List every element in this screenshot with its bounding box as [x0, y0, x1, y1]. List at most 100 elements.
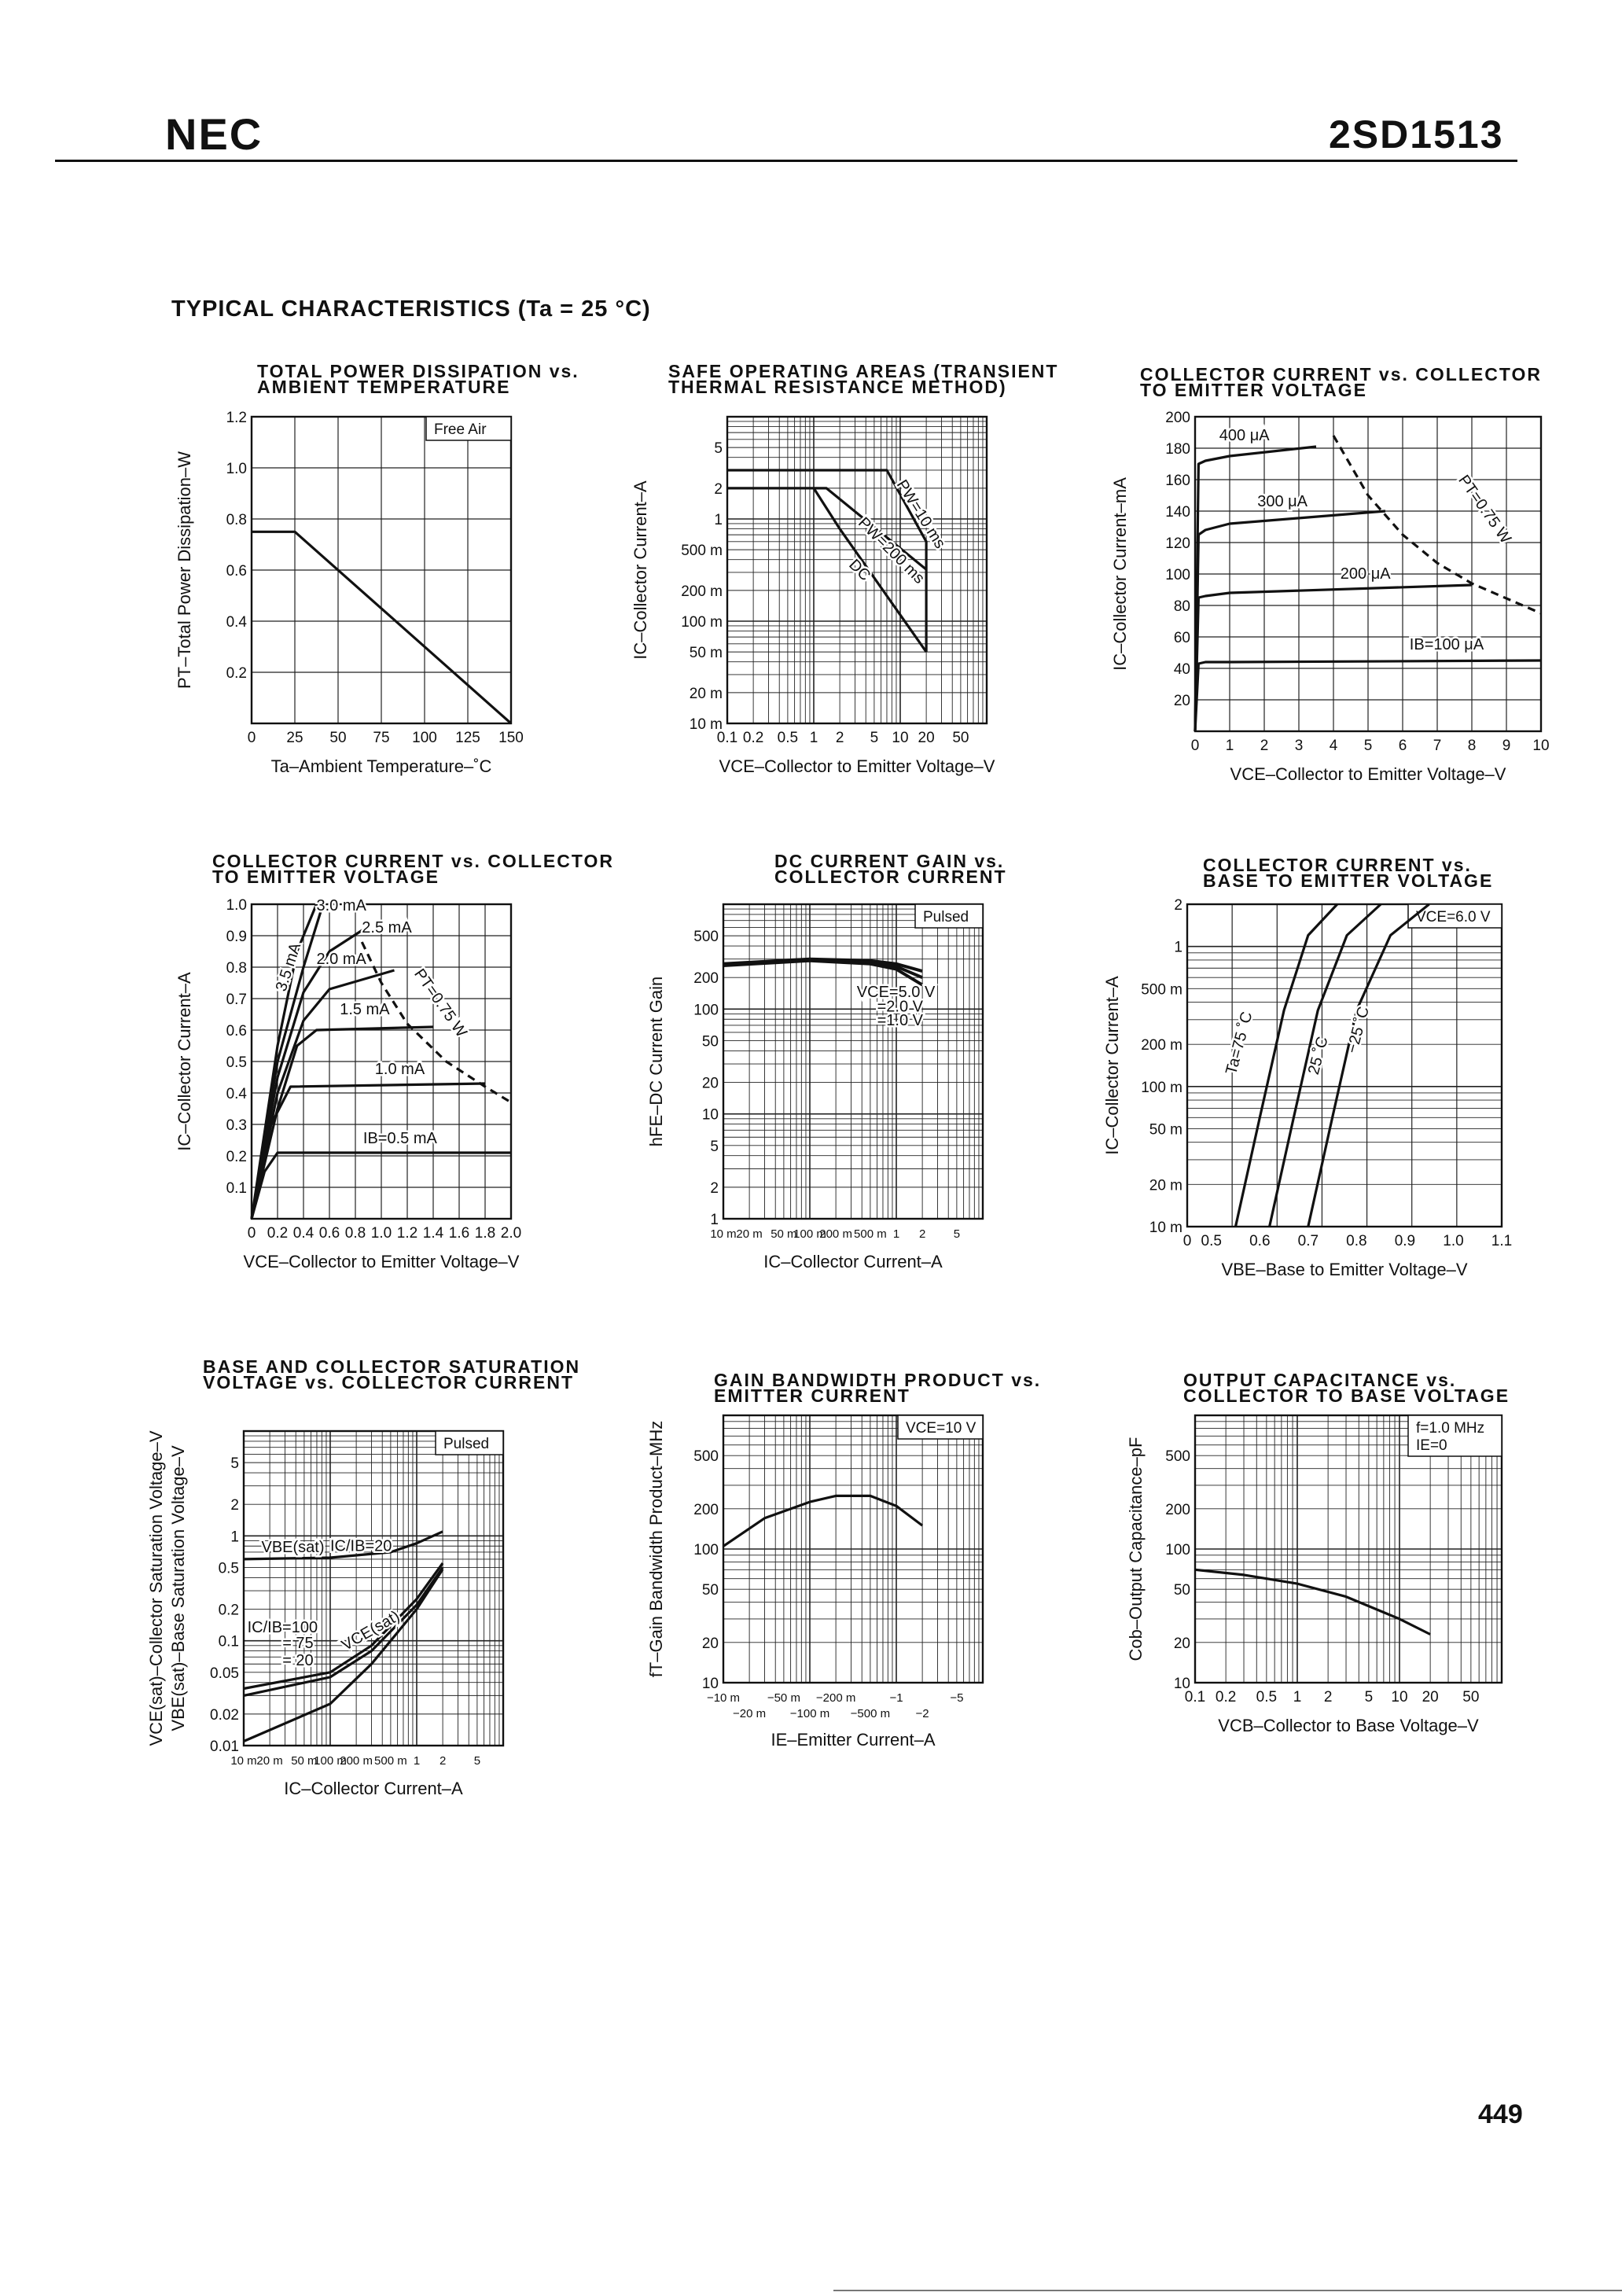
x-tick-label: 5 — [870, 730, 879, 746]
x-tick-label: 2 — [1324, 1689, 1333, 1705]
y-tick-label: 200 m — [681, 583, 723, 600]
y-tick-label: 2 — [710, 1180, 719, 1197]
x-axis-title: Ta–Ambient Temperature–˚C — [271, 756, 492, 776]
curve-label: 1.0 mA — [375, 1061, 425, 1078]
x-tick-labels: 0.1 0.2 0.5 1 2 5 10 20 50 — [1185, 1689, 1480, 1705]
x-tick-label: 500 m — [374, 1754, 407, 1768]
x-axis-title: VCE–Collector to Emitter Voltage–V — [719, 756, 995, 776]
x-tick-label: 20 — [918, 730, 935, 746]
chart-safe-operating-area: 0.1 0.2 0.5 1 2 5 10 20 50 5 2 1 500 m 200 m 100 m 50 m… — [631, 415, 995, 776]
series-line — [243, 1562, 444, 1691]
curve-label: 2.5 mA — [362, 919, 412, 936]
chart-title-saturation: BASE AND COLLECTOR SATURATION VOLTAGE vs… — [203, 1356, 581, 1393]
y-tick-label: 40 — [1174, 661, 1190, 678]
y-tick-label: 10 — [702, 1676, 719, 1692]
y-tick-label: 0.3 — [226, 1117, 247, 1134]
plot-frame — [726, 415, 988, 725]
x-tick-label: 10 — [1532, 738, 1549, 754]
plot-frame — [1194, 415, 1543, 733]
y-tick-label: 500 — [693, 929, 719, 945]
y-tick-labels: 200 180 160 140 120 100 80 60 40 20 — [1165, 410, 1190, 709]
y-tick-label: 100 — [693, 1002, 719, 1018]
y-tick-label: 10 — [1174, 1676, 1190, 1692]
x-tick-label: 0.5 — [1256, 1689, 1277, 1705]
x-tick-label: 150 — [498, 730, 524, 746]
series-line — [1194, 510, 1386, 732]
x-tick-label: 125 — [455, 730, 480, 746]
x-tick-label: −2 — [916, 1707, 929, 1720]
x-tick-label: −1 — [889, 1691, 903, 1705]
chart-ic-vce-a: 0 0.2 0.4 0.6 0.8 1.0 1.2 1.4 1.6 1.8 2.0 1.0 0.9 0.8… — [175, 896, 521, 1272]
curve-labels: Ta=75 ˚C 25 ˚C−25 ˚C — [1221, 1003, 1375, 1078]
curve-label: 3.0 mA — [317, 897, 367, 914]
chart-title-power: TOTAL POWER DISSIPATION vs. AMBIENT TEMP… — [257, 361, 579, 397]
curve-label: = 75 — [282, 1635, 313, 1652]
y-axis-title: IC–Collector Current–A — [1102, 976, 1122, 1155]
y-tick-label: 0.1 — [219, 1634, 239, 1650]
x-tick-label: 1 — [810, 730, 818, 746]
curve-label: =1.0 V — [877, 1012, 924, 1029]
x-tick-label: 1 — [893, 1227, 899, 1241]
y-tick-label: 2 — [1174, 897, 1182, 914]
y-tick-label: 100 — [1165, 1542, 1190, 1558]
y-axis-title: PT–Total Power Dissipation–W — [175, 451, 194, 689]
x-tick-label: 1.0 — [1443, 1233, 1463, 1249]
y-tick-label: 50 m — [1149, 1121, 1182, 1138]
y-axis-title: IC–Collector Current–A — [631, 480, 650, 660]
y-tick-label: 1 — [714, 512, 723, 528]
x-tick-label: 100 m — [314, 1754, 347, 1768]
x-tick-label: −500 m — [851, 1707, 890, 1720]
annotation-text-2: IE=0 — [1416, 1437, 1447, 1454]
y-tick-label: 1 — [710, 1212, 719, 1228]
x-axis-title: VCE–Collector to Emitter Voltage–V — [1230, 764, 1506, 784]
curve-label: 25 ˚C — [1305, 1035, 1332, 1076]
y-tick-label: 160 — [1165, 473, 1190, 489]
y-tick-label: 0.4 — [226, 1086, 248, 1102]
x-tick-label: 9 — [1502, 738, 1511, 754]
curve-label: DC — [845, 556, 874, 584]
x-tick-label: 0.1 — [1185, 1689, 1205, 1705]
y-tick-label: 0.6 — [226, 1023, 247, 1039]
y-tick-label: 180 — [1165, 441, 1190, 458]
y-tick-label: 0.4 — [226, 614, 248, 631]
y-tick-label: 120 — [1165, 535, 1190, 552]
y-tick-label: 100 — [1165, 567, 1190, 583]
annotation-text: Pulsed — [443, 1436, 489, 1452]
x-tick-label: 5 — [1364, 738, 1373, 754]
x-tick-label: 7 — [1433, 738, 1442, 754]
header-rule — [55, 160, 1517, 162]
x-tick-label: 0.2 — [1216, 1689, 1236, 1705]
x-tick-label: 25 — [286, 730, 303, 746]
curve-labels: VCE=5.0 V=2.0 V=1.0 V — [855, 982, 937, 1032]
y-axis-title: IC–Collector Current–mA — [1110, 477, 1130, 671]
y-tick-label: 50 — [702, 1582, 719, 1599]
y-tick-label: 200 — [1165, 1502, 1190, 1518]
x-tick-label: 0.4 — [293, 1225, 314, 1242]
bottom-rule — [833, 2290, 1622, 2291]
x-axis-title: IC–Collector Current–A — [763, 1252, 943, 1271]
x-tick-label: 50 — [329, 730, 346, 746]
chart-title-hfe: DC CURRENT GAIN vs. COLLECTOR CURRENT — [774, 851, 1007, 887]
curve-label: IC/IB=20 — [330, 1537, 392, 1555]
part-number: 2SD1513 — [1329, 112, 1504, 156]
curve-label: 400 μA — [1219, 427, 1270, 444]
plot-frame — [250, 903, 513, 1220]
y-tick-label: 200 — [1165, 410, 1190, 426]
x-tick-label: 100 — [412, 730, 437, 746]
x-tick-label: 0.2 — [267, 1225, 288, 1242]
x-axis-title: VCB–Collector to Base Voltage–V — [1218, 1716, 1479, 1735]
x-tick-label: 50 m — [291, 1754, 317, 1768]
y-axis-title-2: VBE(sat)–Base Saturation Voltage–V — [168, 1445, 188, 1731]
x-tick-label: 100 m — [793, 1227, 826, 1241]
series-line — [243, 1566, 444, 1697]
y-tick-labels: 1.0 0.9 0.8 0.7 0.6 0.5 0.4 0.3 0.2 0.1 — [226, 897, 248, 1197]
annotation-text: f=1.0 MHz — [1416, 1420, 1484, 1437]
y-tick-label: 0.9 — [226, 929, 247, 945]
chart-gain-bandwidth: −10 m −20 m−50 m −100 m −200 m −500 m −1 −2 −5 5… — [646, 1414, 984, 1750]
y-tick-label: 500 — [693, 1448, 719, 1465]
y-tick-label: 500 m — [681, 543, 723, 559]
chart-title-ic-vce-ma: COLLECTOR CURRENT vs. COLLECTOR TO EMITT… — [1140, 364, 1542, 400]
annotation-box — [897, 1415, 984, 1440]
x-tick-label: 0.8 — [1346, 1233, 1366, 1249]
